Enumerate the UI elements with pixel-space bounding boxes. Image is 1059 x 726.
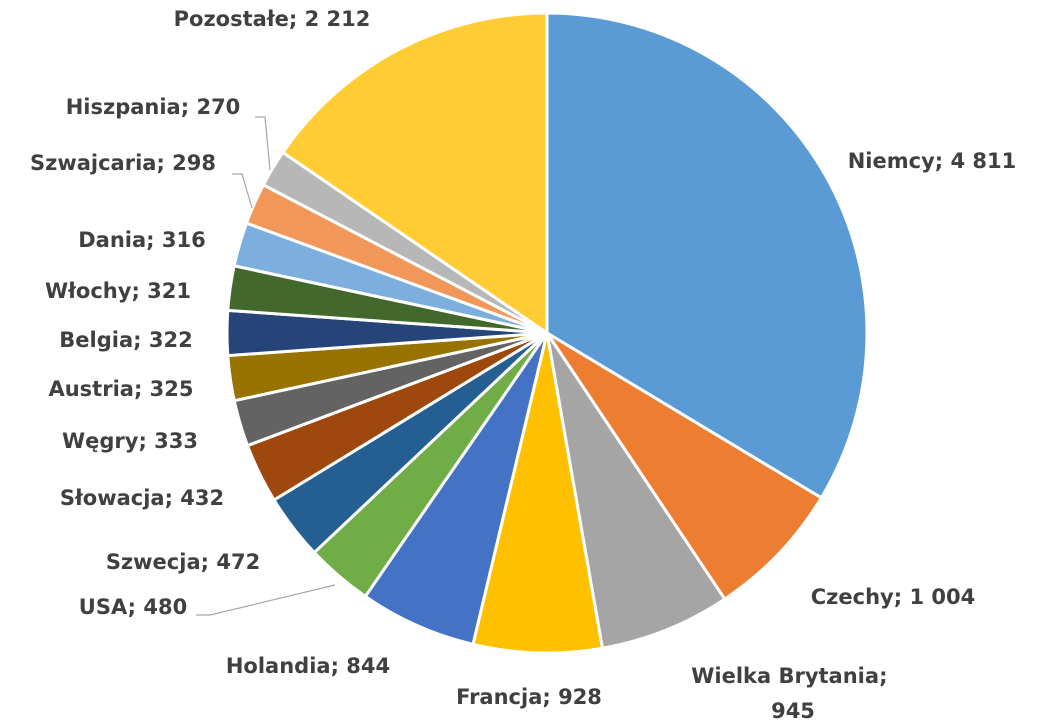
label-separator: ; [134,377,150,401]
label-value: 298 [172,151,216,175]
data-label: Holandia; 844 [226,654,390,678]
data-label: Szwecja; 472 [106,550,260,574]
label-separator: ; [181,95,197,119]
label-separator: ; [542,685,558,709]
label-category: Belgia [59,328,133,352]
label-value: 928 [558,685,602,709]
label-category: Włochy [45,279,132,303]
data-label: Węgry; 333 [62,429,198,453]
data-label: Czechy; 1 004 [811,585,975,609]
label-value: 325 [150,377,194,401]
label-separator: ; [133,328,149,352]
label-category: Francja [456,685,542,709]
label-separator: ; [201,550,217,574]
pie-slice [545,331,727,650]
label-separator: ; [156,151,172,175]
label-category: Szwecja [106,550,201,574]
label-separator: ; [131,279,147,303]
data-label: Austria; 325 [48,377,193,401]
label-value: 321 [147,279,191,303]
label-value: 333 [154,429,198,453]
label-category: Holandia [226,654,331,678]
label-separator: ; [289,7,305,31]
label-value: 4 811 [951,149,1017,173]
data-label: Pozostałe; 2 212 [174,7,371,31]
label-separator: ; [879,664,895,688]
pie-slice [471,331,604,655]
label-separator: ; [146,228,162,252]
label-category: Czechy [811,585,894,609]
data-label: Włochy; 321 [45,279,191,303]
label-category: Słowacja [60,486,165,510]
label-category: USA [79,595,128,619]
label-category: Dania [78,228,146,252]
leader-line [232,173,253,209]
data-label: Francja; 928 [456,685,602,709]
data-label: Hiszpania; 270 [66,95,241,119]
label-value: 945 [771,699,815,723]
pie-slice [281,11,549,335]
data-label: Niemcy; 4 811 [848,149,1017,173]
data-label: Szwajcaria; 298 [30,151,216,175]
label-category: Niemcy [848,149,935,173]
label-separator: ; [165,486,181,510]
leader-line [196,584,336,616]
label-category: Węgry [62,429,139,453]
data-label: Belgia; 322 [59,328,192,352]
label-value: 316 [162,228,206,252]
label-value: 844 [346,654,390,678]
label-category: Szwajcaria [30,151,156,175]
data-label: Dania; 316 [78,228,205,252]
leader-line [255,116,271,171]
label-value: 472 [216,550,260,574]
label-separator: ; [331,654,347,678]
label-category: Pozostałe [174,7,289,31]
data-label: USA; 480 [79,595,187,619]
label-value: 1 004 [909,585,975,609]
pie-slice [545,331,823,601]
pie-slice [545,11,869,500]
label-category: Wielka Brytania [691,664,879,688]
label-separator: ; [138,429,154,453]
label-value: 480 [143,595,187,619]
label-value: 2 212 [305,7,371,31]
label-separator: ; [128,595,144,619]
label-category: Hiszpania [66,95,181,119]
label-separator: ; [935,149,951,173]
label-value: 270 [196,95,240,119]
label-value: 432 [180,486,224,510]
data-label: Słowacja; 432 [60,486,224,510]
data-label: Wielka Brytania; 945 [691,664,895,723]
label-value: 322 [149,328,193,352]
label-category: Austria [48,377,133,401]
label-separator: ; [894,585,910,609]
